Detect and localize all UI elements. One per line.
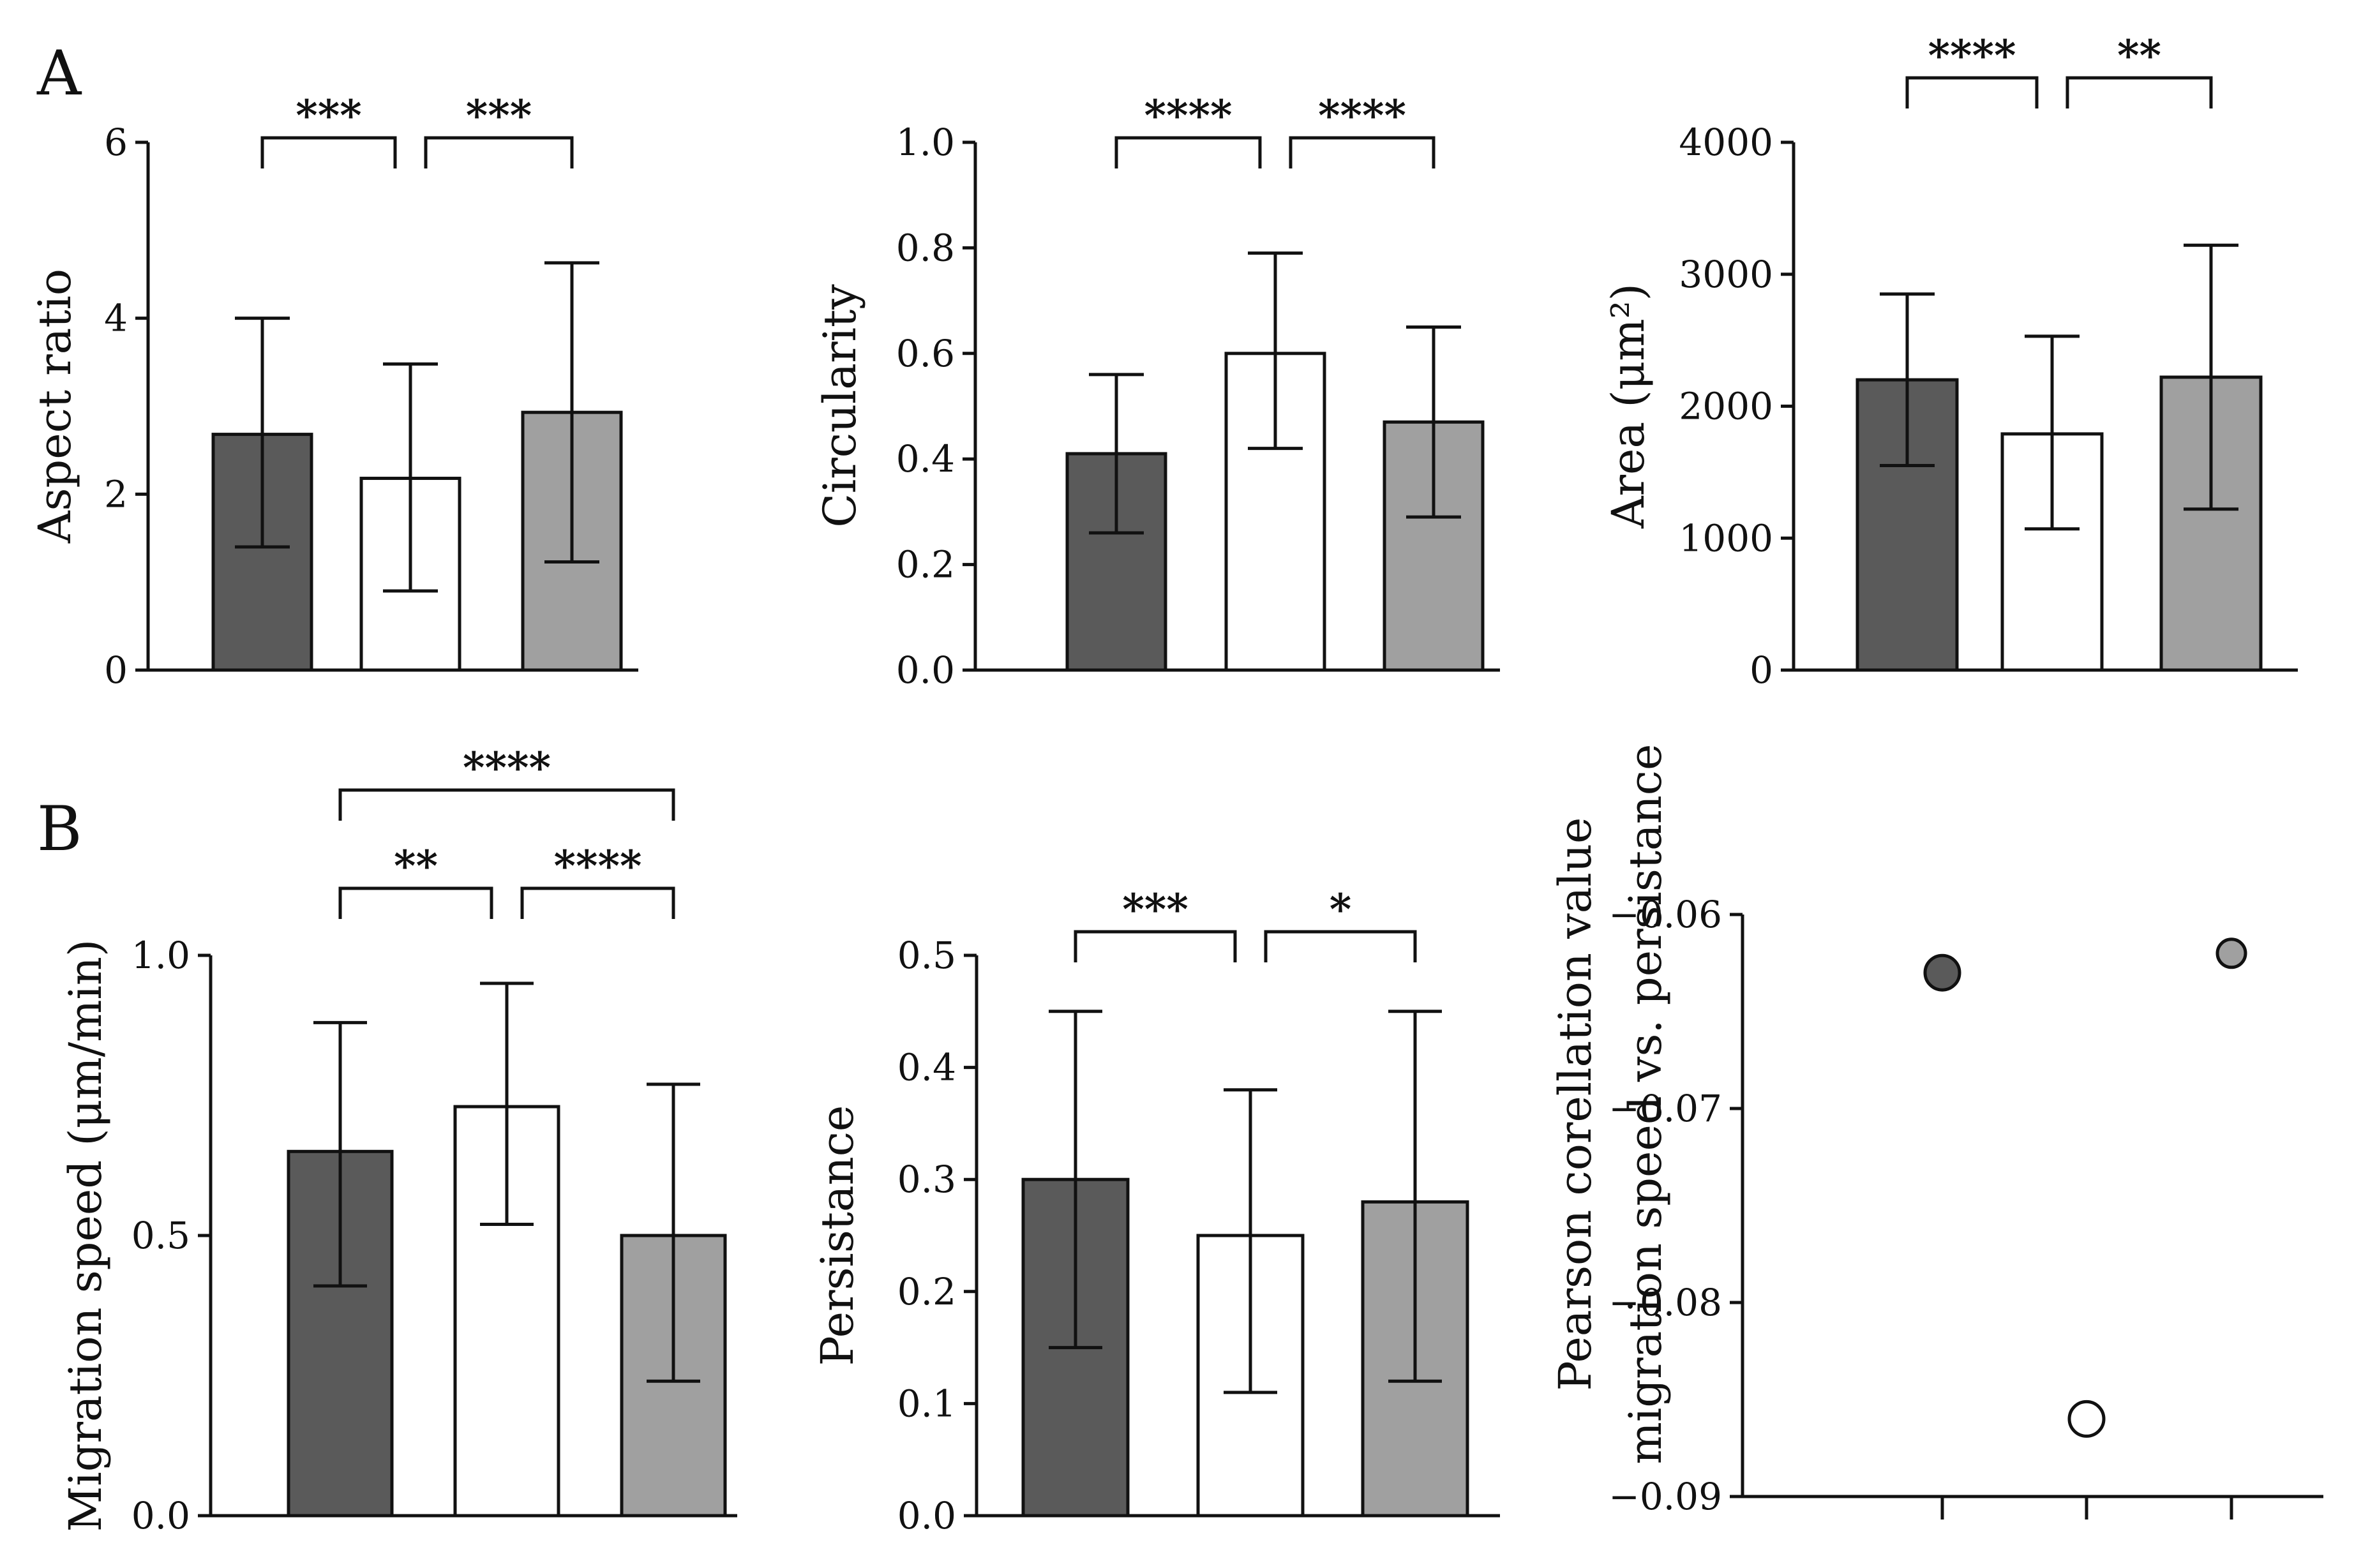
aspect-ratio-chart: 0 2 4 6 Aspect ratio *** *** (29, 91, 638, 692)
significance-label: **** (1928, 31, 2016, 80)
y-axis-title-line-2: migration speed vs. persistance (1619, 744, 1672, 1465)
y-tick-label: 0.2 (896, 543, 955, 586)
y-tick-label: 0.3 (897, 1158, 956, 1201)
y-tick-label: 2 (104, 472, 128, 516)
significance-label: *** (296, 91, 362, 140)
y-tick-label: 0.4 (897, 1046, 956, 1089)
y-tick-label: 3000 (1679, 253, 1773, 296)
y-tick-label: 0.0 (897, 1494, 956, 1537)
y-axis-title: Area (μm²) (1602, 283, 1654, 529)
circularity-chart: 0.0 0.2 0.4 0.6 0.8 1.0 Circularity **** **** (814, 91, 1500, 692)
significance-label: *** (1122, 885, 1188, 934)
significance-label: **** (463, 743, 551, 793)
significance-bracket (338, 886, 493, 919)
y-tick-label: 0 (104, 648, 128, 692)
y-axis-title: Migration speed (μm/min) (59, 939, 112, 1532)
y-tick-label: −0.07 (1608, 1087, 1722, 1130)
y-tick-label: 0.0 (131, 1494, 190, 1537)
y-tick-label: 6 (104, 121, 128, 164)
significance-label: **** (553, 841, 641, 891)
significance-label: ** (394, 841, 438, 891)
significance-bracket (1905, 76, 2039, 108)
y-tick-label: 0.5 (897, 934, 956, 977)
y-tick-label: −0.08 (1608, 1281, 1722, 1324)
significance-bracket (1074, 930, 1237, 962)
significance-label: ** (2117, 31, 2161, 80)
y-tick-label: 0.0 (896, 648, 955, 692)
significance-bracket (520, 886, 675, 919)
y-tick-label: 4 (104, 297, 128, 340)
y-axis-title: Persistance (811, 1105, 864, 1366)
y-tick-label: 0.1 (897, 1382, 956, 1425)
significance-bracket (260, 136, 397, 168)
point-group-3 (2215, 937, 2247, 969)
panel-label-b: B (37, 793, 82, 865)
significance-label: **** (1144, 91, 1232, 140)
y-axis-title: Circularity (814, 284, 866, 528)
y-tick-label: 0 (1750, 648, 1773, 692)
significance-bracket (1264, 930, 1417, 962)
y-tick-label: 4000 (1679, 121, 1773, 164)
y-tick-label: 2000 (1679, 385, 1773, 428)
significance-bracket (1114, 136, 1262, 168)
significance-label: **** (1318, 91, 1406, 140)
y-tick-label: 0.4 (896, 437, 955, 481)
significance-label: *** (466, 91, 532, 140)
y-axis-title: Aspect ratio (29, 269, 81, 544)
significance-bracket (2065, 76, 2213, 108)
y-axis-title-line-1: Pearson corellation value (1549, 818, 1601, 1391)
significance-label: * (1330, 885, 1352, 934)
y-tick-label: −0.06 (1608, 893, 1722, 936)
significance-bracket (424, 136, 574, 168)
y-tick-label: 1000 (1679, 516, 1773, 560)
significance-bracket (338, 788, 675, 821)
y-tick-label: 1.0 (131, 934, 190, 977)
point-group-1 (1923, 953, 1961, 992)
y-tick-label: 0.2 (897, 1270, 956, 1313)
y-tick-label: −0.09 (1608, 1475, 1722, 1518)
point-group-2 (2067, 1400, 2106, 1438)
y-tick-label: 1.0 (896, 121, 955, 164)
y-tick-label: 0.5 (131, 1214, 190, 1257)
significance-bracket (1289, 136, 1436, 168)
y-tick-label: 0.8 (896, 226, 955, 269)
panel-label-a: A (36, 38, 82, 109)
y-tick-label: 0.6 (896, 332, 955, 375)
